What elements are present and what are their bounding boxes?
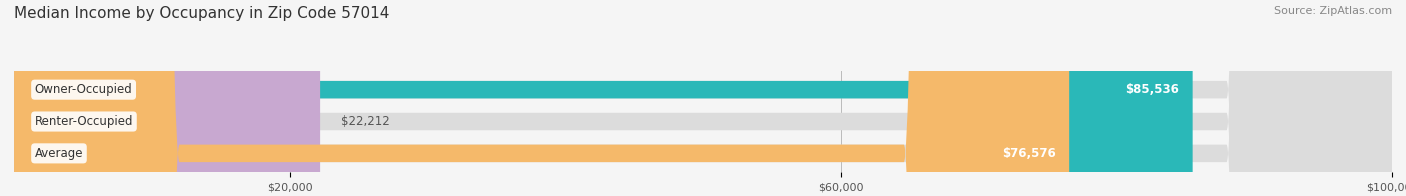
FancyBboxPatch shape	[14, 0, 1192, 196]
Text: Renter-Occupied: Renter-Occupied	[35, 115, 134, 128]
FancyBboxPatch shape	[14, 0, 321, 196]
Text: Average: Average	[35, 147, 83, 160]
FancyBboxPatch shape	[14, 0, 1392, 196]
Text: $76,576: $76,576	[1001, 147, 1056, 160]
Text: Owner-Occupied: Owner-Occupied	[35, 83, 132, 96]
FancyBboxPatch shape	[14, 0, 1392, 196]
Text: $22,212: $22,212	[340, 115, 389, 128]
Text: Source: ZipAtlas.com: Source: ZipAtlas.com	[1274, 6, 1392, 16]
Text: $85,536: $85,536	[1125, 83, 1178, 96]
FancyBboxPatch shape	[14, 0, 1069, 196]
FancyBboxPatch shape	[14, 0, 1392, 196]
Text: Median Income by Occupancy in Zip Code 57014: Median Income by Occupancy in Zip Code 5…	[14, 6, 389, 21]
